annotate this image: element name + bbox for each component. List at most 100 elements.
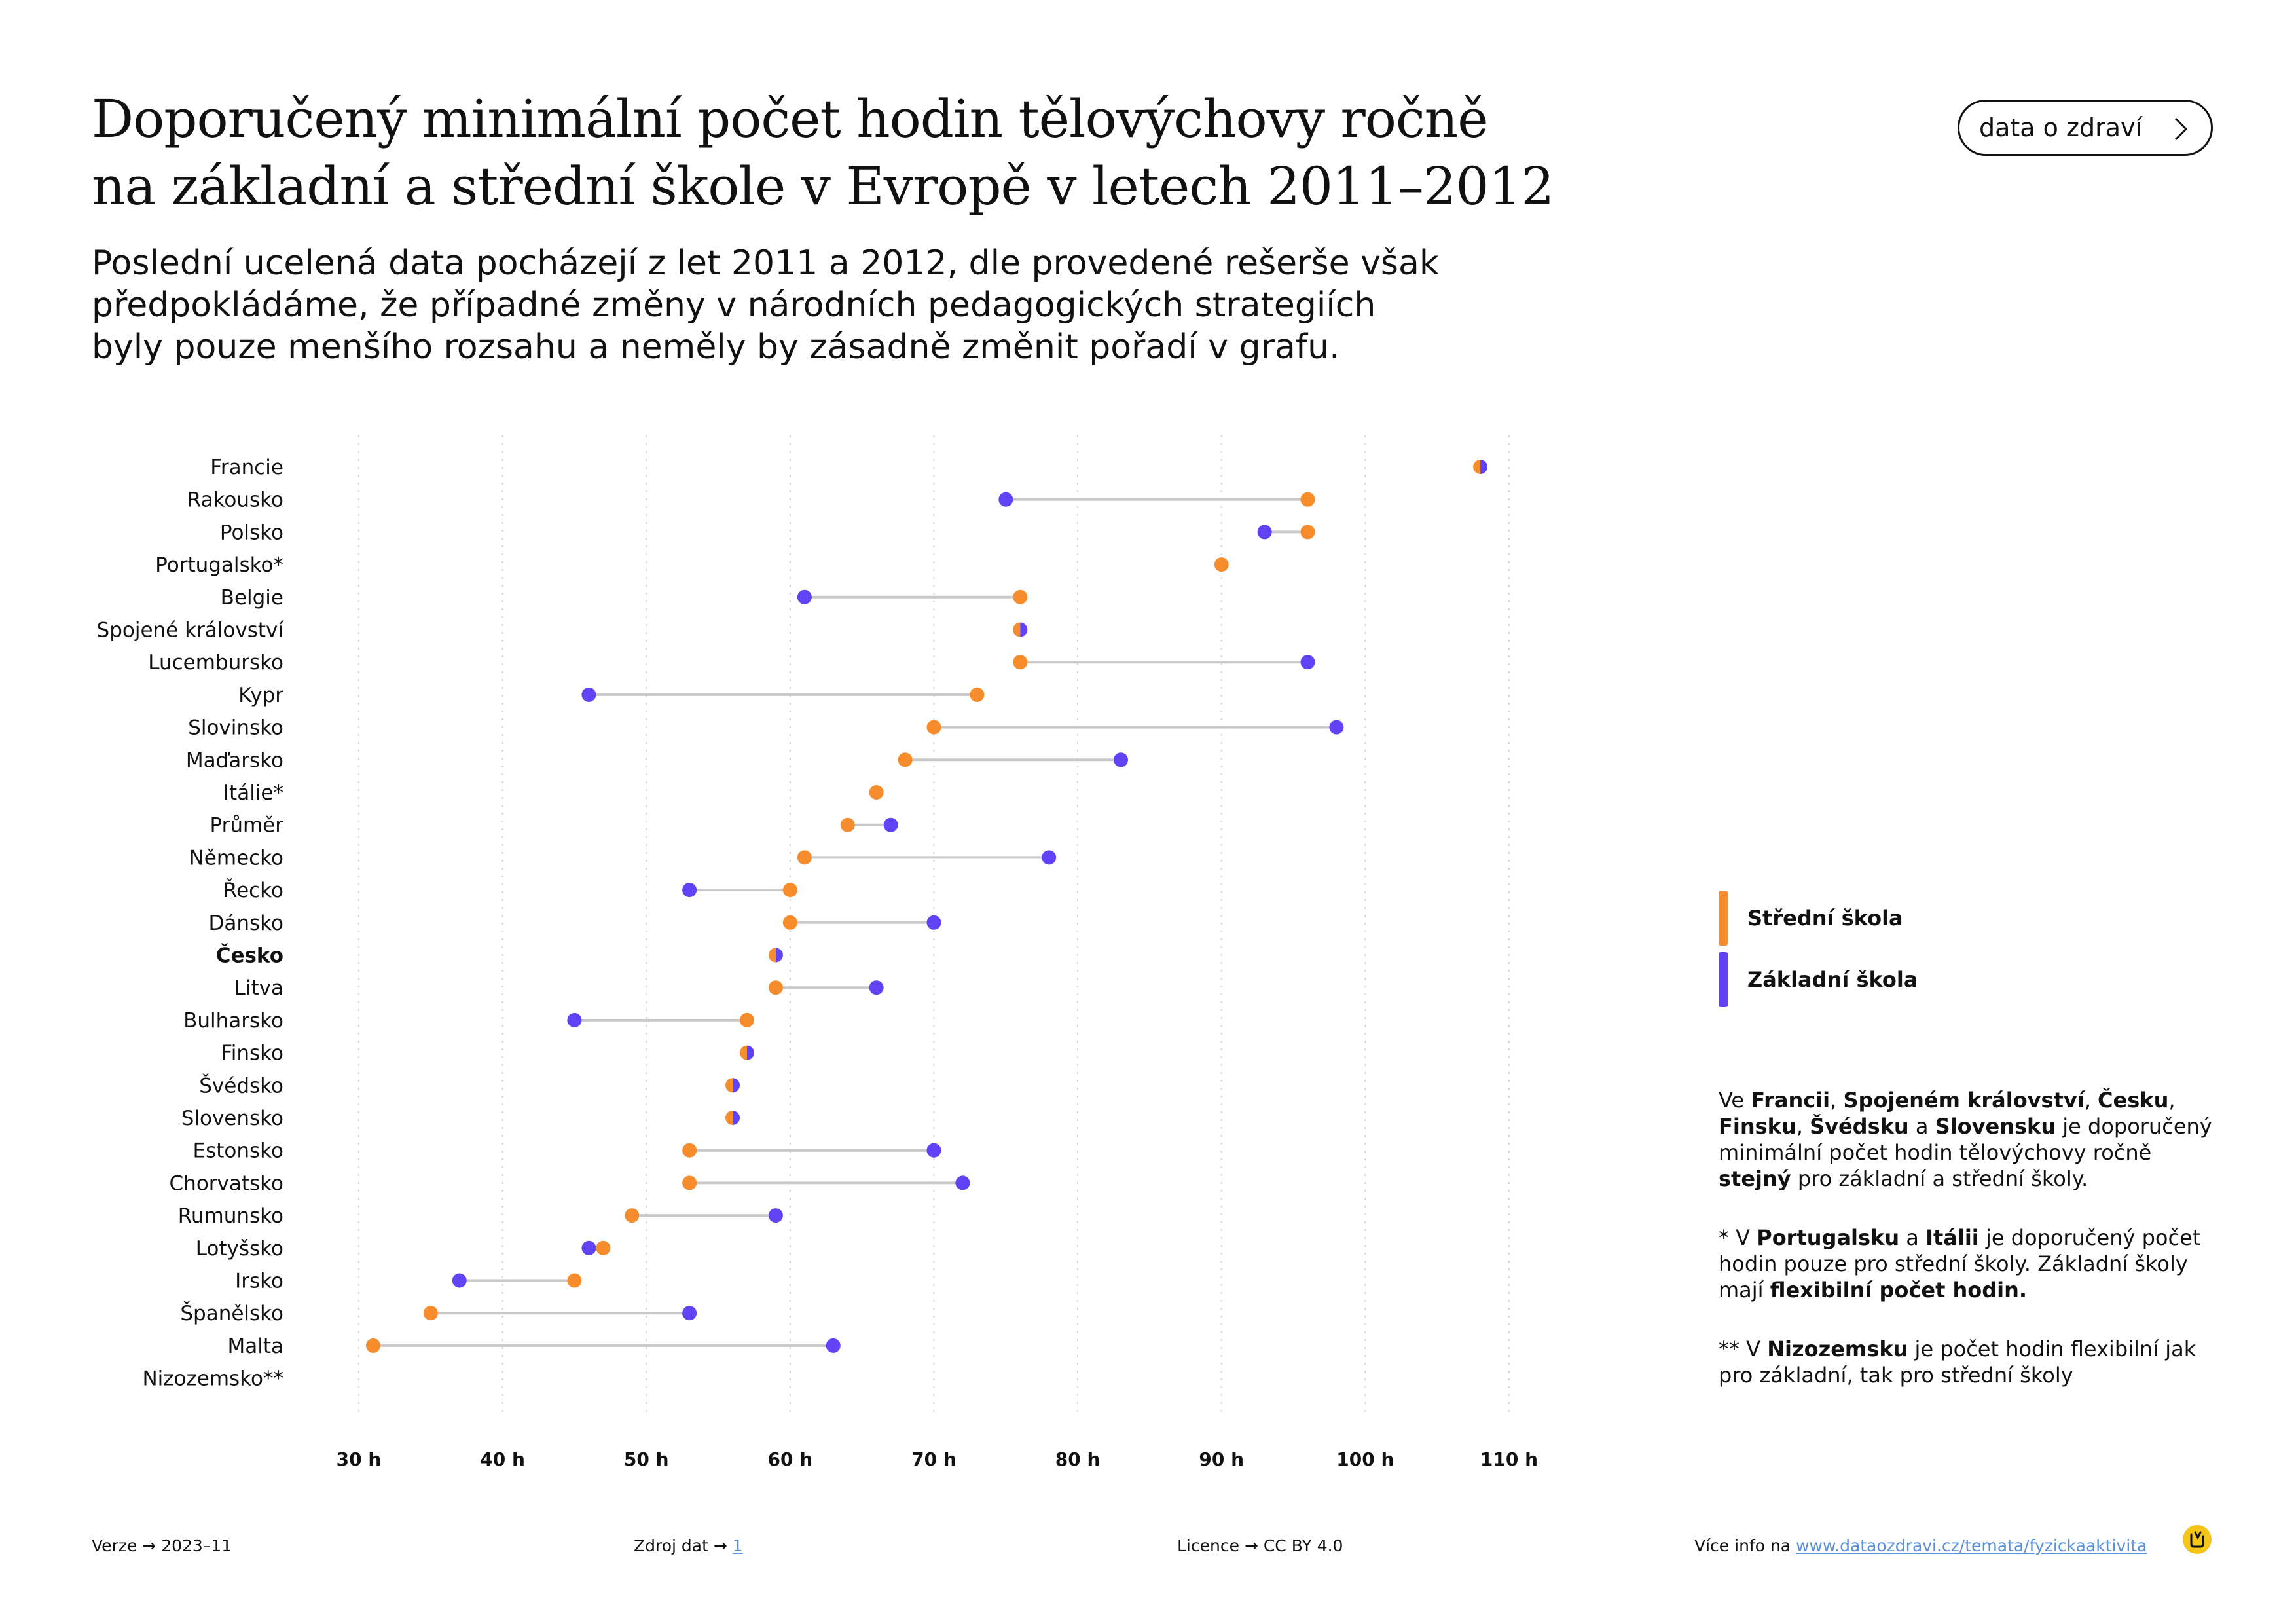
dot-stredni	[1214, 557, 1229, 572]
country-label: Portugalsko*	[155, 553, 283, 577]
country-label: Francie	[210, 456, 283, 479]
dot-stredni	[1300, 525, 1315, 540]
dot-stredni	[768, 980, 783, 995]
country-label: Itálie*	[223, 781, 283, 805]
dot-zakladni-half	[733, 1111, 740, 1125]
legend-label-zakladni: Základní škola	[1747, 967, 1918, 992]
dot-stredni	[926, 720, 941, 735]
dot-zakladni	[869, 980, 884, 995]
dot-zakladni	[797, 589, 812, 604]
dot-zakladni	[1300, 655, 1315, 670]
footer-license-value: CC BY 4.0	[1263, 1536, 1343, 1555]
country-label: Nizozemsko**	[142, 1367, 283, 1391]
dot-zakladni	[883, 817, 898, 832]
footer-source-link[interactable]: 1	[732, 1536, 743, 1555]
country-label: Švédsko	[199, 1073, 283, 1098]
footer-license-label: Licence	[1177, 1536, 1239, 1555]
country-label: Řecko	[223, 879, 283, 902]
dot-zakladni-half	[775, 948, 783, 963]
dot-zakladni-half	[1020, 622, 1028, 637]
country-label: Česko	[216, 944, 283, 968]
x-tick-label: 100 h	[1336, 1449, 1394, 1470]
dot-stredni	[682, 1143, 697, 1158]
dot-zakladni	[955, 1175, 970, 1190]
data-o-zdravi-button[interactable]: data o zdraví	[1958, 100, 2213, 156]
page-subtitle: Poslední ucelená data pocházejí z let 20…	[92, 242, 1532, 368]
dot-zakladni-half	[733, 1078, 740, 1093]
dot-zakladni	[1329, 720, 1344, 735]
footer-more-label: Více info na	[1694, 1536, 1791, 1555]
dot-stredni	[869, 785, 884, 800]
arrow-right-icon: →	[1244, 1536, 1258, 1555]
country-label: Maďarsko	[186, 748, 283, 772]
legend-swatch-zakladni	[1719, 952, 1728, 1007]
dot-zakladni	[1114, 752, 1129, 767]
note-flexible: ** V Nizozemsku je počet hodin flexibiln…	[1719, 1337, 2196, 1388]
arrow-right-icon: →	[142, 1536, 156, 1555]
dot-stredni	[898, 752, 913, 767]
notes: Ve Francii, Spojeném království, Česku, …	[1719, 1087, 2223, 1421]
footer-version-label: Verze	[92, 1536, 137, 1555]
footer-more-info: Více info na www.dataozdravi.cz/temata/f…	[1694, 1536, 2147, 1555]
subtitle-line-2: předpokládáme, že případné změny v národ…	[92, 286, 1376, 325]
country-label: Lucembursko	[148, 651, 283, 674]
footer-more-link[interactable]: www.dataozdravi.cz/temata/fyzickaaktivit…	[1796, 1536, 2147, 1555]
country-label: Kypr	[238, 684, 283, 707]
dot-stredni	[625, 1208, 640, 1223]
country-label: Belgie	[221, 586, 283, 610]
dot-stredni	[840, 817, 855, 832]
country-label: Německo	[189, 846, 283, 870]
dot-zakladni	[926, 1143, 941, 1158]
dot-zakladni	[1257, 525, 1272, 540]
legend-swatch-stredni	[1719, 891, 1728, 946]
x-tick-label: 30 h	[337, 1449, 382, 1470]
dot-stredni	[1300, 492, 1315, 507]
dot-zakladni	[926, 915, 941, 930]
country-label: Slovensko	[181, 1107, 283, 1130]
dot-stredni	[970, 687, 985, 702]
subtitle-line-1: Poslední ucelená data pocházejí z let 20…	[92, 244, 1439, 283]
dot-stredni	[365, 1338, 380, 1353]
x-tick-label: 40 h	[480, 1449, 525, 1470]
dot-stredni	[797, 850, 812, 865]
country-label: Litva	[234, 976, 283, 1000]
dot-stredni	[596, 1240, 611, 1255]
legend-label-stredni: Střední škola	[1747, 906, 1903, 931]
page-title: Doporučený minimální počet hodin tělovýc…	[92, 85, 1597, 220]
dot-stredni-half	[725, 1111, 733, 1125]
legend-item-stredni: Střední škola	[1719, 891, 1918, 946]
country-label: Malta	[227, 1335, 283, 1358]
country-label: Finsko	[221, 1042, 283, 1065]
x-tick-label: 60 h	[768, 1449, 813, 1470]
dot-stredni	[1013, 655, 1028, 670]
footer-version: Verze → 2023–11	[92, 1536, 232, 1555]
x-tick-label: 110 h	[1480, 1449, 1538, 1470]
country-label: Polsko	[220, 521, 283, 544]
country-label: Chorvatsko	[170, 1172, 283, 1195]
dot-zakladni	[768, 1208, 783, 1223]
country-label: Irsko	[235, 1270, 283, 1293]
note-secondary-only: * V Portugalsku a Itálii je doporučený p…	[1719, 1225, 2201, 1302]
dot-zakladni	[581, 687, 596, 702]
dot-stredni-half	[1473, 460, 1481, 474]
dot-stredni	[1013, 589, 1028, 604]
dot-zakladni	[452, 1273, 467, 1288]
dot-zakladni-half	[1480, 460, 1488, 474]
dot-stredni	[739, 1012, 754, 1027]
dot-stredni	[682, 1175, 697, 1190]
footer-version-value: 2023–11	[161, 1536, 232, 1555]
dot-zakladni	[682, 883, 697, 898]
footer-source: Zdroj dat → 1	[634, 1536, 743, 1555]
dot-zakladni	[1042, 850, 1057, 865]
country-label: Průměr	[210, 814, 283, 838]
dot-stredni	[567, 1273, 582, 1288]
note-same-hours: Ve Francii, Spojeném království, Česku, …	[1719, 1088, 2212, 1191]
title-line-1: Doporučený minimální počet hodin tělovýc…	[92, 88, 1489, 149]
country-label: Rakousko	[187, 489, 283, 512]
country-label: Rumunsko	[178, 1204, 283, 1228]
dot-zakladni	[581, 1240, 596, 1255]
dataozdravi-logo-icon	[2183, 1525, 2212, 1554]
dot-zakladni	[682, 1306, 697, 1321]
x-tick-label: 50 h	[624, 1449, 669, 1470]
